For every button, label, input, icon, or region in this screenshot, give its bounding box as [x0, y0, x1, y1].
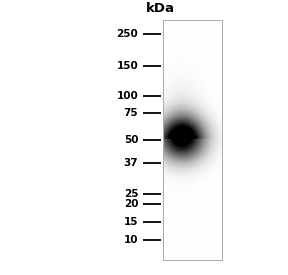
Bar [163, 20, 222, 260]
Text: 20: 20 [124, 199, 138, 209]
Text: 250: 250 [116, 29, 138, 39]
Text: 150: 150 [116, 61, 138, 71]
Text: 37: 37 [124, 158, 138, 168]
Text: 25: 25 [124, 189, 138, 199]
Bar [163, 20, 222, 260]
Text: 10: 10 [124, 235, 138, 245]
Text: 100: 100 [116, 91, 138, 101]
Text: kDa: kDa [145, 2, 175, 15]
Text: 75: 75 [124, 108, 138, 118]
Text: 15: 15 [124, 218, 138, 227]
Text: 50: 50 [124, 135, 138, 145]
